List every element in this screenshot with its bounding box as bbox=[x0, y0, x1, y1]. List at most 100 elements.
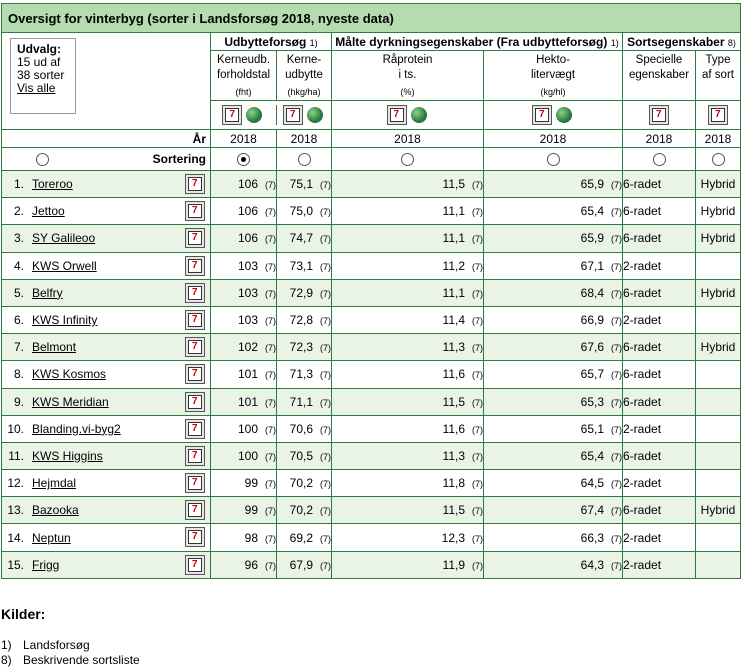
table-body: 1.Toreroo106(7)75,1(7)11,5(7)65,9(7)6-ra… bbox=[1, 169, 742, 579]
col-header-type: Type af sort bbox=[694, 50, 742, 101]
calendar-icon[interactable] bbox=[185, 473, 205, 494]
variety-link[interactable]: SY Galileoo bbox=[32, 231, 96, 246]
variety-link[interactable]: KWS Infinity bbox=[32, 313, 98, 328]
globe-icon[interactable] bbox=[305, 105, 325, 125]
cell-count: (7) bbox=[611, 533, 622, 544]
globe-icon[interactable] bbox=[409, 105, 429, 125]
sort-radio-fht[interactable] bbox=[237, 153, 250, 167]
sort-radio-hektoliter[interactable] bbox=[546, 153, 560, 167]
calendar-icon[interactable] bbox=[708, 105, 728, 125]
calendar-icon[interactable] bbox=[532, 105, 552, 125]
row-number: 8. bbox=[13, 367, 24, 382]
cell-type: Hybrid bbox=[700, 231, 736, 246]
sort-radio-specielle[interactable] bbox=[652, 153, 666, 167]
cell-count: (7) bbox=[472, 560, 483, 571]
cell-udbytte: 71,1 bbox=[289, 394, 313, 409]
calendar-icon[interactable] bbox=[185, 418, 205, 439]
variety-link[interactable]: KWS Meridian bbox=[32, 394, 109, 409]
cell-specielle: 6-radet bbox=[623, 285, 662, 300]
cell-count: (7) bbox=[265, 451, 276, 462]
cell-count: (7) bbox=[611, 424, 622, 435]
cell-specielle: 6-radet bbox=[623, 177, 662, 192]
row-number: 12. bbox=[7, 476, 24, 491]
sort-radio-udbytte[interactable] bbox=[297, 153, 311, 167]
cell-hektoliter: 65,7 bbox=[580, 367, 604, 382]
variety-link[interactable]: Frigg bbox=[32, 557, 60, 572]
calendar-icon[interactable] bbox=[185, 282, 205, 303]
variety-link[interactable]: Toreroo bbox=[32, 177, 73, 192]
sort-radio-type[interactable] bbox=[711, 153, 725, 167]
calendar-icon[interactable] bbox=[282, 105, 303, 125]
cell-count: (7) bbox=[472, 533, 483, 544]
globe-icon[interactable] bbox=[244, 105, 264, 125]
calendar-icon[interactable] bbox=[185, 174, 205, 194]
row-number: 2. bbox=[13, 204, 24, 219]
variety-link[interactable]: KWS Orwell bbox=[32, 258, 97, 273]
udvalg-box: Udvalg: 15 ud af 38 sorter Vis alle bbox=[10, 38, 76, 114]
row-number: 4. bbox=[13, 258, 24, 273]
cell-specielle: 2-radet bbox=[623, 258, 662, 273]
group-maalte: Målte dyrkningsegenskaber (Fra udbyttefo… bbox=[331, 32, 623, 51]
row-number: 6. bbox=[13, 313, 24, 328]
cell-udbytte: 71,3 bbox=[289, 367, 313, 382]
calendar-icon[interactable] bbox=[185, 255, 205, 276]
group-sorts: Sortsegenskaber 8) bbox=[621, 32, 742, 51]
vis-alle-link[interactable]: Vis alle bbox=[17, 81, 56, 95]
row-number: 3. bbox=[13, 231, 24, 246]
cell-udbytte: 75,0 bbox=[289, 204, 313, 219]
sort-radio-name[interactable] bbox=[36, 153, 49, 166]
calendar-icon[interactable] bbox=[185, 445, 205, 466]
cell-fht: 101 bbox=[237, 394, 258, 409]
cell-fht: 103 bbox=[237, 313, 258, 328]
cell-specielle: 6-radet bbox=[623, 503, 662, 518]
sort-radio-protein[interactable] bbox=[401, 153, 414, 167]
variety-link[interactable]: KWS Higgins bbox=[32, 448, 103, 463]
cell-specielle: 2-radet bbox=[623, 557, 662, 572]
row-number: 14. bbox=[7, 530, 24, 545]
row-number: 9. bbox=[13, 394, 24, 409]
calendar-icon[interactable] bbox=[185, 364, 205, 385]
variety-link[interactable]: Belfry bbox=[32, 285, 63, 300]
cell-count: (7) bbox=[472, 479, 483, 490]
calendar-icon[interactable] bbox=[185, 337, 205, 358]
sources-heading: Kilder: bbox=[1, 606, 46, 622]
cell-fht: 106 bbox=[237, 231, 258, 246]
page-title: Oversigt for vinterbyg (sorter i Landsfo… bbox=[0, 3, 742, 33]
variety-link[interactable]: Blanding.vi-byg2 bbox=[32, 421, 121, 436]
cell-type: Hybrid bbox=[700, 503, 736, 518]
calendar-icon[interactable] bbox=[185, 228, 205, 249]
cell-count: (7) bbox=[472, 506, 483, 517]
cell-count: (7) bbox=[611, 479, 622, 490]
table-row: 15.Frigg96(7)67,9(7)11,9(7)64,3(7)2-rade… bbox=[1, 550, 742, 579]
variety-link[interactable]: Belmont bbox=[32, 340, 77, 355]
variety-link[interactable]: Bazooka bbox=[32, 503, 79, 518]
variety-link[interactable]: Jettoo bbox=[32, 204, 65, 219]
cell-fht: 100 bbox=[237, 421, 258, 436]
cell-fht: 106 bbox=[237, 177, 258, 192]
cell-count: (7) bbox=[472, 397, 483, 408]
variety-link[interactable]: Hejmdal bbox=[32, 476, 77, 491]
calendar-icon[interactable] bbox=[185, 309, 205, 330]
cell-count: (7) bbox=[265, 316, 276, 327]
calendar-icon[interactable] bbox=[649, 105, 669, 125]
calendar-icon[interactable] bbox=[222, 105, 243, 125]
variety-link[interactable]: Neptun bbox=[32, 530, 71, 545]
calendar-icon[interactable] bbox=[185, 391, 205, 412]
variety-link[interactable]: KWS Kosmos bbox=[32, 367, 107, 382]
table-row: 14.Neptun98(7)69,2(7)12,3(7)66,3(7)2-rad… bbox=[1, 523, 742, 552]
cell-protein: 11,3 bbox=[442, 340, 465, 355]
calendar-icon[interactable] bbox=[185, 554, 205, 575]
cell-count: (7) bbox=[320, 424, 331, 435]
globe-icon[interactable] bbox=[554, 105, 574, 125]
calendar-icon[interactable] bbox=[185, 527, 205, 548]
calendar-icon[interactable] bbox=[185, 500, 205, 521]
cell-fht: 103 bbox=[237, 258, 258, 273]
cell-count: (7) bbox=[320, 451, 331, 462]
calendar-icon[interactable] bbox=[185, 201, 205, 222]
table-row: 9. KWS Meridian 101 (7) 71,1 (7) 11,5 (7) 65,3 (7… bbox=[1, 387, 742, 416]
cell-udbytte: 70,2 bbox=[289, 503, 313, 518]
cell-specielle: 6-radet bbox=[623, 367, 662, 382]
year-hektoliter: 2018 bbox=[483, 129, 623, 148]
calendar-icon[interactable] bbox=[386, 105, 407, 125]
udvalg-line1: 15 ud af bbox=[17, 55, 61, 69]
